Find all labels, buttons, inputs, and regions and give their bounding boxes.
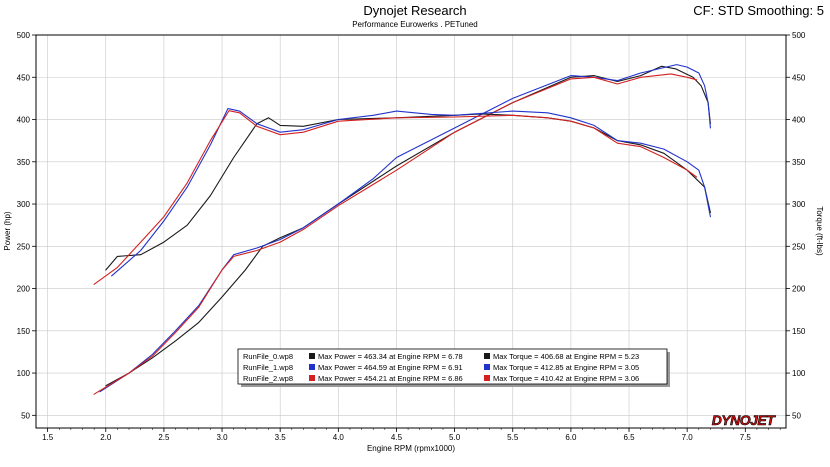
y-tick-label-left: 150 bbox=[17, 327, 31, 336]
y-tick-label-left: 400 bbox=[17, 116, 31, 125]
legend-swatch-torque bbox=[484, 375, 490, 381]
legend-swatch-power bbox=[309, 364, 315, 370]
legend-file-name: RunFile_1.wp8 bbox=[243, 363, 293, 372]
x-tick-labels: 1.5 2.0 2.5 3.0 3.5 4.0 4.5 5.0 5.5 6.0 6.5 7.0 7.5 bbox=[42, 428, 781, 442]
y-tick-label-right: 400 bbox=[792, 116, 806, 125]
chart-title: Dynojet Research bbox=[363, 3, 467, 18]
legend: RunFile_0.wp8 Max Power = 463.34 at Engin… bbox=[237, 348, 670, 387]
series-line-power-2 bbox=[93, 73, 698, 395]
y-tick-label-left: 300 bbox=[17, 200, 31, 209]
legend-swatch-power bbox=[309, 375, 315, 381]
legend-max-torque: Max Torque = 406.68 at Engine RPM = 5.23 bbox=[493, 352, 639, 361]
series-line-power-0 bbox=[105, 65, 711, 387]
cf-smoothing-label: CF: STD Smoothing: 5 bbox=[693, 3, 824, 18]
y-tick-labels-right: 50 100 150 200 250 300 350 400 450 500 bbox=[786, 31, 806, 420]
y-tick-label-right: 500 bbox=[792, 31, 806, 40]
y-tick-label-right: 350 bbox=[792, 158, 806, 167]
series-line-torque-5 bbox=[93, 110, 698, 285]
x-tick-label: 6.0 bbox=[565, 433, 577, 442]
x-tick-label: 4.0 bbox=[333, 433, 345, 442]
legend-swatch-power bbox=[309, 353, 315, 359]
x-tick-label: 7.5 bbox=[740, 433, 752, 442]
y-tick-label-right: 300 bbox=[792, 200, 806, 209]
y-tick-label-left: 250 bbox=[17, 242, 31, 251]
x-tick-label: 2.0 bbox=[100, 433, 112, 442]
y-tick-label-right: 250 bbox=[792, 242, 806, 251]
y-tick-label-right: 150 bbox=[792, 327, 806, 336]
x-tick-label: 5.5 bbox=[507, 433, 519, 442]
chart-subtitle: Performance Eurowerks . PETuned bbox=[352, 20, 478, 29]
y-tick-label-right: 50 bbox=[792, 411, 801, 420]
legend-max-power: Max Power = 464.59 at Engine RPM = 6.91 bbox=[318, 363, 463, 372]
legend-file-name: RunFile_0.wp8 bbox=[243, 352, 293, 361]
y-tick-label-left: 200 bbox=[17, 285, 31, 294]
y-tick-label-left: 100 bbox=[17, 369, 31, 378]
y-tick-label-left: 50 bbox=[21, 411, 30, 420]
legend-file-name: RunFile_2.wp8 bbox=[243, 374, 293, 383]
dynojet-logo: DYNOJET bbox=[711, 412, 777, 429]
x-tick-label: 3.5 bbox=[275, 433, 287, 442]
legend-max-power: Max Power = 463.34 at Engine RPM = 6.78 bbox=[318, 352, 463, 361]
legend-max-power: Max Power = 454.21 at Engine RPM = 6.86 bbox=[318, 374, 463, 383]
y-tick-label-left: 450 bbox=[17, 73, 31, 82]
x-tick-label: 7.0 bbox=[682, 433, 694, 442]
x-tick-label: 4.5 bbox=[391, 433, 403, 442]
series-line-power-1 bbox=[99, 64, 711, 393]
y-tick-label-left: 500 bbox=[17, 31, 31, 40]
x-axis-title: Engine RPM (rpmx1000) bbox=[367, 444, 455, 453]
legend-max-torque: Max Torque = 412.85 at Engine RPM = 3.05 bbox=[493, 363, 639, 372]
y-tick-label-right: 100 bbox=[792, 369, 806, 378]
dynojet-logo-text: DYNOJET bbox=[712, 412, 777, 428]
series-lines bbox=[93, 64, 711, 395]
y-tick-label-left: 350 bbox=[17, 158, 31, 167]
legend-max-torque: Max Torque = 410.42 at Engine RPM = 3.06 bbox=[493, 374, 639, 383]
y-axis-title-left: Power (hp) bbox=[3, 211, 12, 250]
y-tick-label-right: 450 bbox=[792, 73, 806, 82]
plot-frame bbox=[35, 34, 787, 429]
x-tick-label: 1.5 bbox=[42, 433, 54, 442]
x-tick-label: 6.5 bbox=[623, 433, 635, 442]
y-tick-labels-left: 50 100 150 200 250 300 350 400 450 500 bbox=[17, 31, 36, 420]
x-tick-label: 2.5 bbox=[158, 433, 170, 442]
y-tick-label-right: 200 bbox=[792, 285, 806, 294]
y-axis-title-right: Torque (ft-lbs) bbox=[815, 206, 824, 256]
x-tick-label: 3.0 bbox=[216, 433, 228, 442]
legend-swatch-torque bbox=[484, 364, 490, 370]
x-tick-label: 5.0 bbox=[449, 433, 461, 442]
series-line-torque-4 bbox=[111, 108, 711, 277]
legend-swatch-torque bbox=[484, 353, 490, 359]
